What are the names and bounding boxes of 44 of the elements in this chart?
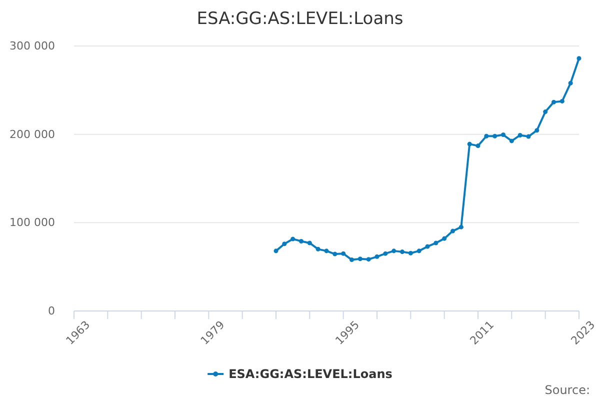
point xyxy=(290,236,296,242)
point xyxy=(500,132,506,138)
point xyxy=(526,134,531,139)
point xyxy=(442,236,447,241)
chart-title: ESA:GG:AS:LEVEL:Loans xyxy=(196,9,404,29)
point xyxy=(458,224,464,230)
point xyxy=(476,144,480,148)
point xyxy=(358,256,362,262)
point xyxy=(349,258,354,262)
point xyxy=(374,254,380,259)
point xyxy=(324,248,329,254)
point xyxy=(400,250,405,254)
y-tick-label: 300 000 xyxy=(10,40,55,53)
y-tick-label: 0 xyxy=(48,304,55,318)
point xyxy=(307,240,312,246)
point xyxy=(551,100,556,104)
point xyxy=(518,132,522,138)
point xyxy=(425,244,430,249)
point xyxy=(492,134,498,138)
point xyxy=(568,80,573,86)
point xyxy=(392,248,396,254)
point xyxy=(534,128,540,133)
point xyxy=(484,134,489,138)
source-note: Source: xyxy=(544,383,590,397)
point xyxy=(408,250,413,256)
y-tick-label: 100 000 xyxy=(10,216,55,230)
point xyxy=(576,56,582,61)
point xyxy=(560,98,564,104)
point xyxy=(467,142,472,146)
point xyxy=(298,238,304,244)
point xyxy=(434,240,438,246)
point xyxy=(509,138,514,144)
point xyxy=(274,248,278,254)
point xyxy=(341,251,346,256)
point xyxy=(316,246,320,252)
y-tick-label: 200 000 xyxy=(10,128,55,141)
point xyxy=(366,257,371,262)
point xyxy=(282,242,287,246)
point xyxy=(332,252,338,256)
point xyxy=(416,248,422,254)
point xyxy=(383,251,388,256)
point xyxy=(450,228,456,234)
point xyxy=(543,110,548,114)
legend-label: ESA:GG:AS:LEVEL:Loans xyxy=(228,367,392,382)
